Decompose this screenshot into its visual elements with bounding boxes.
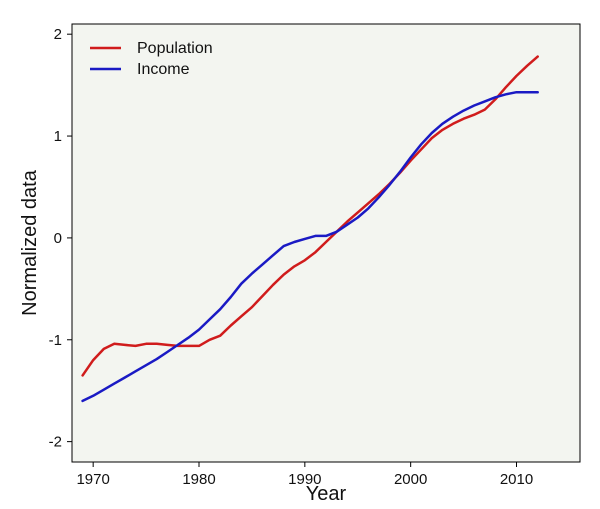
y-tick-label: 1 [54, 128, 62, 145]
y-tick-label: 2 [54, 26, 62, 43]
series-line-income [81, 90, 539, 403]
series-layer [81, 55, 539, 403]
y-tick-label: 0 [54, 230, 62, 247]
x-tick-label: 2010 [500, 471, 533, 488]
x-tick-label: 1970 [76, 471, 109, 488]
legend-label: Income [137, 61, 190, 78]
y-axis-title: Normalized data [19, 169, 41, 316]
x-tick-label: 1980 [182, 471, 215, 488]
series-line-population [81, 55, 539, 377]
legend: Population Income [90, 40, 213, 78]
x-tick-label: 1990 [288, 471, 321, 488]
y-tick-label: -1 [49, 332, 62, 349]
y-tick-label: -2 [49, 434, 62, 451]
x-tick-label: 2000 [394, 471, 427, 488]
axis-ticks: 1970 1980 1990 2000 2010 -2 -1 0 1 2 [49, 26, 534, 488]
x-axis-title: Year [306, 483, 347, 505]
legend-label: Population [137, 40, 213, 57]
